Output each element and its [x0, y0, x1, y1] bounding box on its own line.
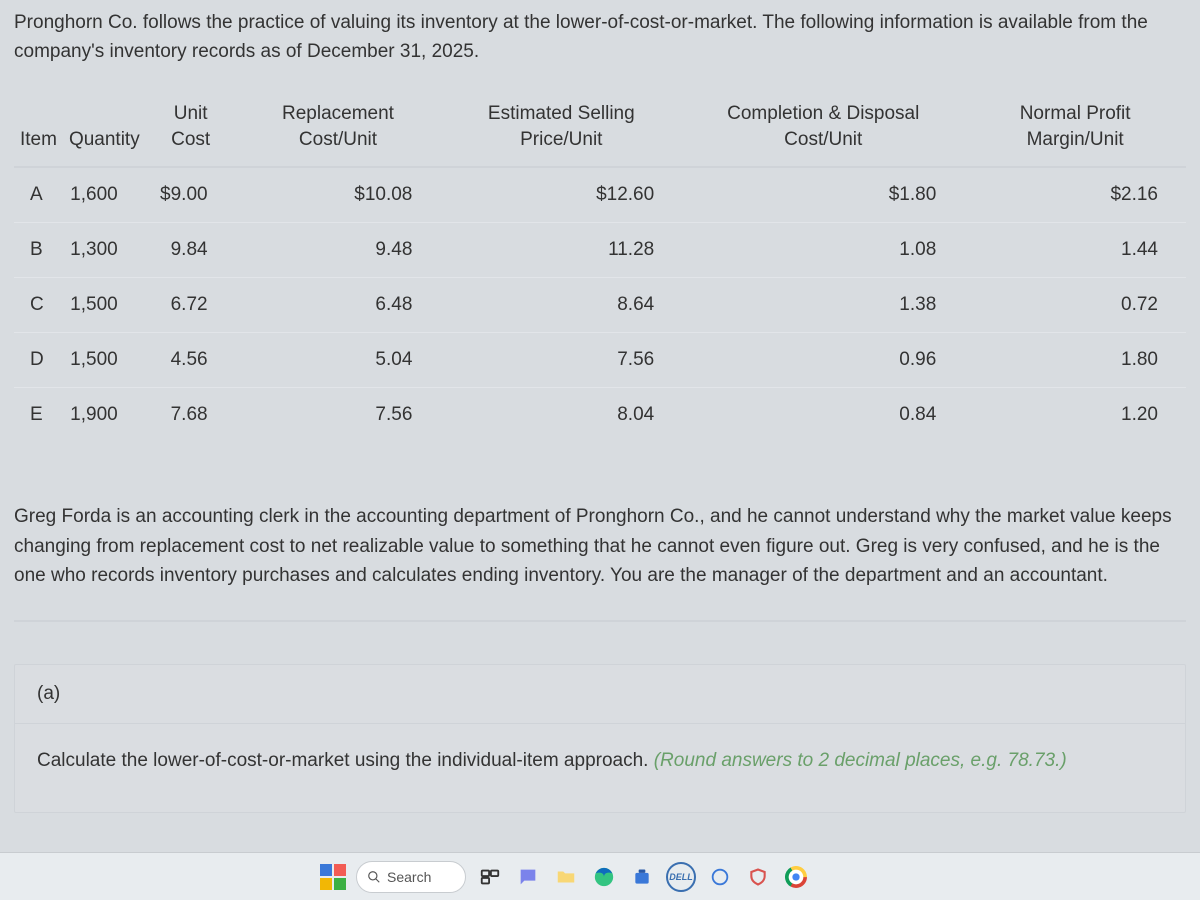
- cortana-icon[interactable]: [706, 863, 734, 891]
- taskbar: Search DELL: [0, 852, 1200, 900]
- col-item: Item: [14, 93, 63, 167]
- cell-item: C: [14, 278, 63, 333]
- search-placeholder: Search: [387, 869, 431, 885]
- col-disposal: Completion & Disposal Cost/Unit: [682, 93, 964, 167]
- cell-replacement: 5.04: [236, 333, 441, 388]
- question-hint: (Round answers to 2 decimal places, e.g.…: [654, 750, 1067, 771]
- cell-unit-cost: 7.68: [146, 388, 236, 443]
- cell-disposal: 0.96: [682, 333, 964, 388]
- question-label: (a): [15, 665, 1185, 724]
- col-replacement: Replacement Cost/Unit: [236, 93, 441, 167]
- cell-item: A: [14, 167, 63, 223]
- cell-replacement: $10.08: [236, 167, 441, 223]
- security-icon[interactable]: [744, 863, 772, 891]
- start-icon[interactable]: [320, 864, 346, 890]
- col-unit-cost: Unit Cost: [146, 93, 236, 167]
- explorer-icon[interactable]: [552, 863, 580, 891]
- cell-profit: 1.44: [964, 223, 1186, 278]
- cell-disposal: $1.80: [682, 167, 964, 223]
- cell-unit-cost: 6.72: [146, 278, 236, 333]
- col-profit: Normal Profit Margin/Unit: [964, 93, 1186, 167]
- cell-item: B: [14, 223, 63, 278]
- cell-replacement: 7.56: [236, 388, 441, 443]
- cell-profit: 0.72: [964, 278, 1186, 333]
- cell-selling: 11.28: [440, 223, 682, 278]
- col-quantity: Quantity: [63, 93, 146, 167]
- cell-profit: $2.16: [964, 167, 1186, 223]
- cell-item: E: [14, 388, 63, 443]
- question-text: Calculate the lower-of-cost-or-market us…: [37, 750, 654, 771]
- chrome-icon[interactable]: [782, 863, 810, 891]
- taskbar-search[interactable]: Search: [356, 861, 466, 893]
- cell-disposal: 1.38: [682, 278, 964, 333]
- question-body: Calculate the lower-of-cost-or-market us…: [15, 724, 1185, 812]
- cell-replacement: 9.48: [236, 223, 441, 278]
- col-selling: Estimated Selling Price/Unit: [440, 93, 682, 167]
- scenario-text: Greg Forda is an accounting clerk in the…: [14, 502, 1186, 622]
- cell-unit-cost: 4.56: [146, 333, 236, 388]
- inventory-table: Item Quantity Unit Cost Replacement Cost…: [14, 93, 1186, 442]
- edge-icon[interactable]: [590, 863, 618, 891]
- cell-disposal: 0.84: [682, 388, 964, 443]
- table-row: E1,9007.687.568.040.841.20: [14, 388, 1186, 443]
- chat-icon[interactable]: [514, 863, 542, 891]
- cell-replacement: 6.48: [236, 278, 441, 333]
- cell-selling: $12.60: [440, 167, 682, 223]
- table-row: C1,5006.726.488.641.380.72: [14, 278, 1186, 333]
- dell-icon[interactable]: DELL: [666, 862, 696, 892]
- cell-qty: 1,600: [63, 167, 146, 223]
- table-row: B1,3009.849.4811.281.081.44: [14, 223, 1186, 278]
- intro-text: Pronghorn Co. follows the practice of va…: [14, 8, 1186, 67]
- cell-unit-cost: 9.84: [146, 223, 236, 278]
- search-icon: [367, 870, 381, 884]
- store-icon[interactable]: [628, 863, 656, 891]
- cell-profit: 1.80: [964, 333, 1186, 388]
- cell-qty: 1,300: [63, 223, 146, 278]
- cell-qty: 1,500: [63, 333, 146, 388]
- cell-selling: 8.64: [440, 278, 682, 333]
- cell-qty: 1,900: [63, 388, 146, 443]
- cell-item: D: [14, 333, 63, 388]
- table-row: D1,5004.565.047.560.961.80: [14, 333, 1186, 388]
- question-box: (a) Calculate the lower-of-cost-or-marke…: [14, 664, 1186, 813]
- cell-unit-cost: $9.00: [146, 167, 236, 223]
- cell-profit: 1.20: [964, 388, 1186, 443]
- table-row: A1,600$9.00$10.08$12.60$1.80$2.16: [14, 167, 1186, 223]
- cell-disposal: 1.08: [682, 223, 964, 278]
- cell-qty: 1,500: [63, 278, 146, 333]
- task-view-icon[interactable]: [476, 863, 504, 891]
- cell-selling: 8.04: [440, 388, 682, 443]
- cell-selling: 7.56: [440, 333, 682, 388]
